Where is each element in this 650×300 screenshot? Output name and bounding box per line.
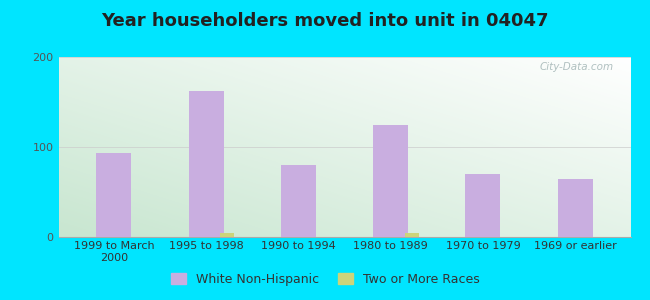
Text: City-Data.com: City-Data.com: [540, 62, 614, 72]
Bar: [373, 124, 408, 237]
Bar: [220, 232, 234, 237]
Bar: [96, 153, 131, 237]
Legend: White Non-Hispanic, Two or More Races: White Non-Hispanic, Two or More Races: [166, 268, 484, 291]
Bar: [405, 233, 419, 237]
Bar: [281, 165, 316, 237]
Bar: [465, 174, 500, 237]
Bar: [188, 91, 224, 237]
Bar: [558, 178, 593, 237]
Text: Year householders moved into unit in 04047: Year householders moved into unit in 040…: [101, 12, 549, 30]
